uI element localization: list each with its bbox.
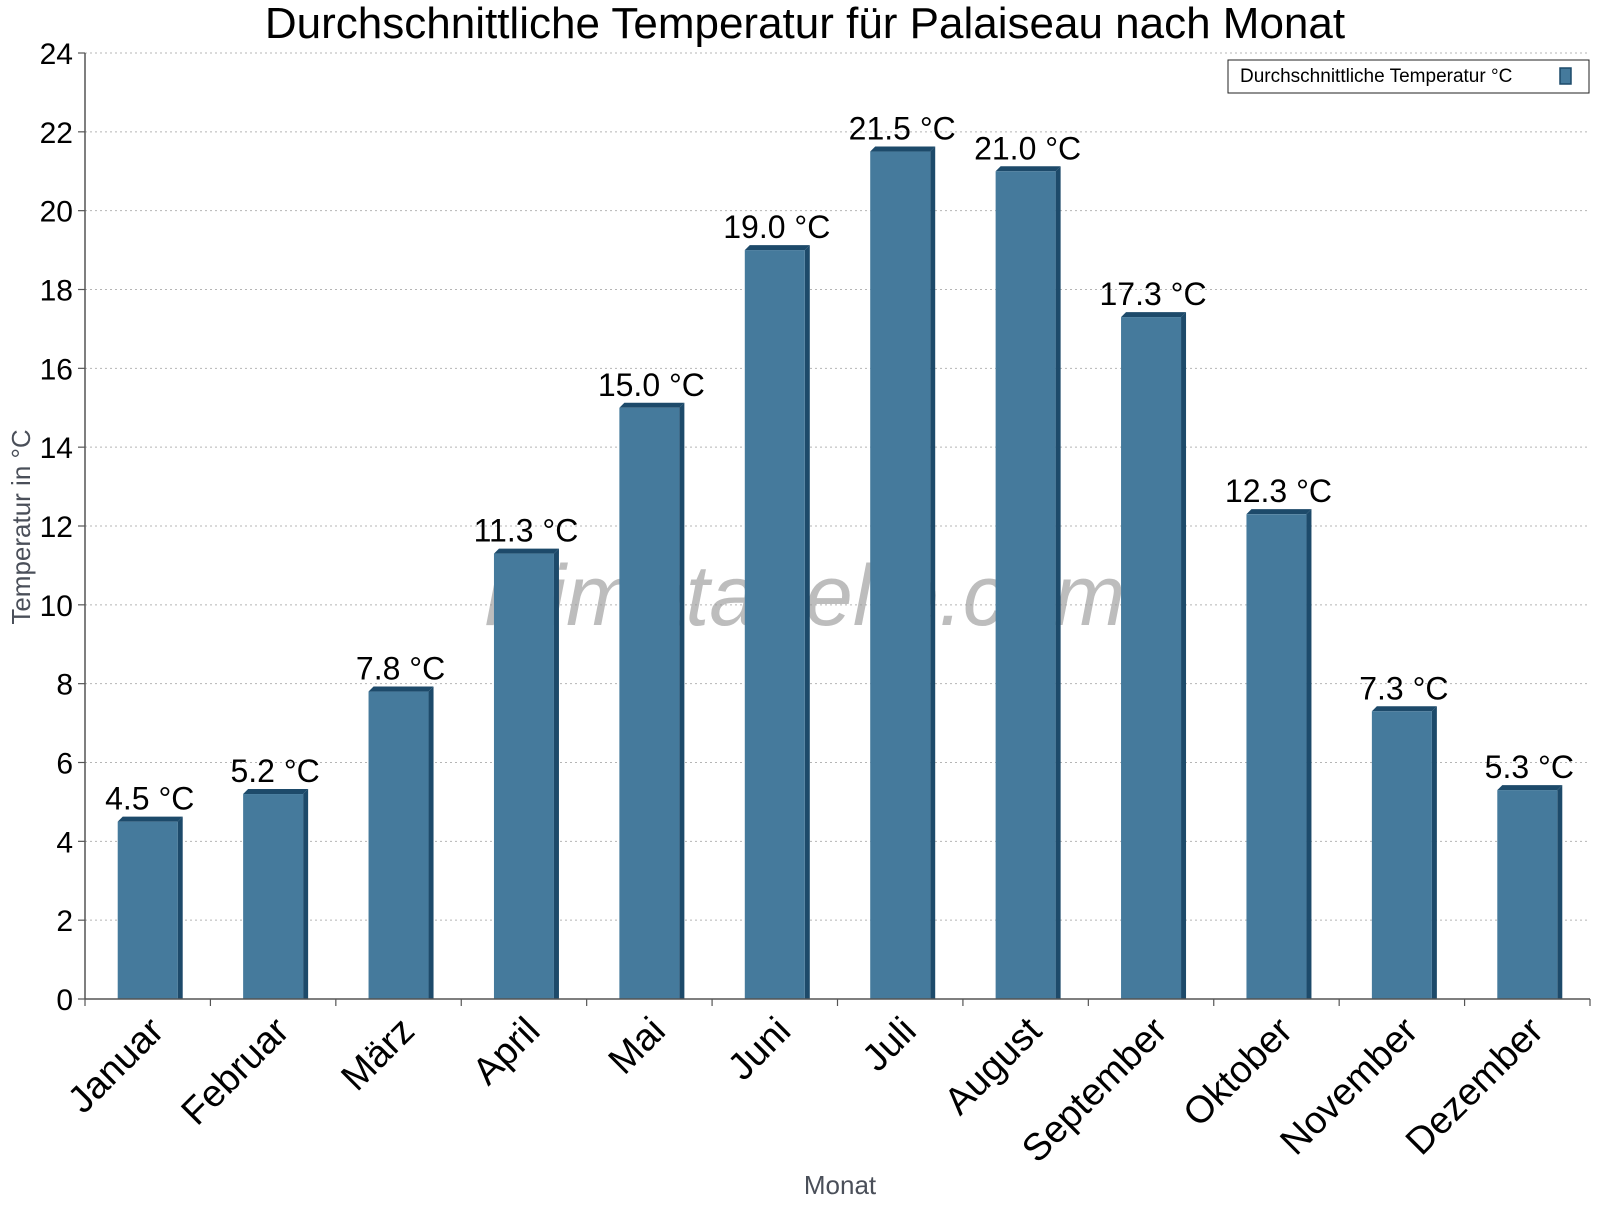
bar-side <box>553 548 559 999</box>
y-tick-label: 6 <box>56 748 73 781</box>
bar <box>619 402 685 999</box>
x-tick-label: Februar <box>174 1009 298 1133</box>
x-tick-label: Mai <box>601 1010 674 1083</box>
bar-top <box>243 789 309 795</box>
data-label: 21.5 °C <box>849 111 956 147</box>
bar <box>243 789 309 999</box>
bar-front <box>243 794 304 999</box>
bar-top <box>368 686 434 692</box>
bar <box>1121 312 1187 999</box>
bar-side <box>1557 785 1563 999</box>
data-label: 12.3 °C <box>1225 473 1332 509</box>
bar-front <box>1246 514 1307 999</box>
bar-top <box>493 548 559 554</box>
bar-side <box>1055 166 1061 999</box>
bar-top <box>1246 509 1312 515</box>
data-label: 7.8 °C <box>356 651 445 687</box>
data-label: 7.3 °C <box>1359 670 1448 706</box>
legend-box <box>1227 59 1590 94</box>
gridlines <box>85 52 1590 921</box>
x-tick-label: Dezember <box>1398 1009 1552 1163</box>
bar <box>1371 706 1437 999</box>
bar-side <box>1306 509 1312 999</box>
y-tick-label: 24 <box>40 38 73 71</box>
bar-front <box>870 151 931 999</box>
y-tick-label: 18 <box>40 275 73 308</box>
data-label: 5.2 °C <box>230 753 319 789</box>
data-label: 4.5 °C <box>105 781 194 817</box>
bar-front <box>368 691 429 999</box>
x-tick-label: August <box>937 1009 1051 1123</box>
x-tick-label: März <box>333 1010 422 1099</box>
bar-top <box>619 402 685 408</box>
bar-front <box>1371 711 1432 999</box>
bar-top <box>870 146 936 152</box>
x-tick-label: Juni <box>720 1010 799 1089</box>
bar <box>493 548 559 999</box>
bar-front <box>995 171 1056 999</box>
bar-front <box>1497 790 1558 999</box>
bar-front <box>117 821 178 999</box>
bar-top <box>1497 785 1563 791</box>
bar-top <box>1371 706 1437 712</box>
data-label: 21.0 °C <box>974 130 1081 166</box>
chart-title: Durchschnittliche Temperatur für Palaise… <box>265 0 1345 48</box>
y-tick-label: 20 <box>40 196 73 229</box>
bar-top <box>117 816 183 822</box>
bar-front <box>619 407 680 999</box>
bar-top <box>995 166 1061 172</box>
data-label: 17.3 °C <box>1100 276 1207 312</box>
bar-side <box>804 245 810 1000</box>
y-tick-label: 2 <box>56 905 73 938</box>
bar <box>1246 509 1312 999</box>
y-tick-label: 8 <box>56 669 73 702</box>
value-labels: 4.5 °C 5.2 °C 7.8 °C 11.3 °C 15.0 °C 19.0 °C 2… <box>105 111 1574 817</box>
bar-side <box>177 816 183 999</box>
data-label: 5.3 °C <box>1485 749 1574 785</box>
legend-swatch <box>1559 67 1572 85</box>
legend-label: Durchschnittliche Temperatur °C <box>1240 66 1512 87</box>
x-tick-label: April <box>465 1010 548 1093</box>
bar-side <box>1181 312 1187 999</box>
bar <box>117 816 183 999</box>
x-tick-label: Januar <box>60 1009 172 1121</box>
x-axis-title: Monat <box>804 1170 877 1200</box>
bar-side <box>303 789 309 999</box>
bar-side <box>428 686 434 999</box>
bar-top <box>744 245 810 251</box>
bar <box>368 686 434 999</box>
bar-front <box>1121 317 1182 999</box>
y-axis-title: Temperatur in °C <box>6 429 36 624</box>
bar-front <box>744 250 805 1000</box>
y-tick-label: 12 <box>40 511 73 544</box>
y-tick-label: 14 <box>40 432 73 465</box>
bar <box>1497 785 1563 999</box>
bar <box>744 245 810 1000</box>
bar <box>995 166 1061 999</box>
legend: Durchschnittliche Temperatur °C <box>1227 59 1590 94</box>
y-tick-label: 22 <box>40 117 73 150</box>
x-tick-label: Oktober <box>1176 1009 1302 1135</box>
data-label: 15.0 °C <box>598 367 705 403</box>
data-label: 11.3 °C <box>474 513 579 549</box>
y-tick-label: 0 <box>56 984 73 1017</box>
y-tick-label: 16 <box>40 353 73 386</box>
bars <box>117 146 1563 1000</box>
bar-top <box>1121 312 1187 318</box>
bar <box>870 146 936 999</box>
x-tick-label: Juli <box>855 1010 925 1080</box>
bar-side <box>679 402 685 999</box>
y-tick-label: 10 <box>40 590 73 623</box>
bar-side <box>1431 706 1437 999</box>
bar-front <box>493 553 554 999</box>
bar-side <box>930 146 936 999</box>
y-tick-label: 4 <box>56 826 73 859</box>
data-label: 19.0 °C <box>723 209 830 245</box>
